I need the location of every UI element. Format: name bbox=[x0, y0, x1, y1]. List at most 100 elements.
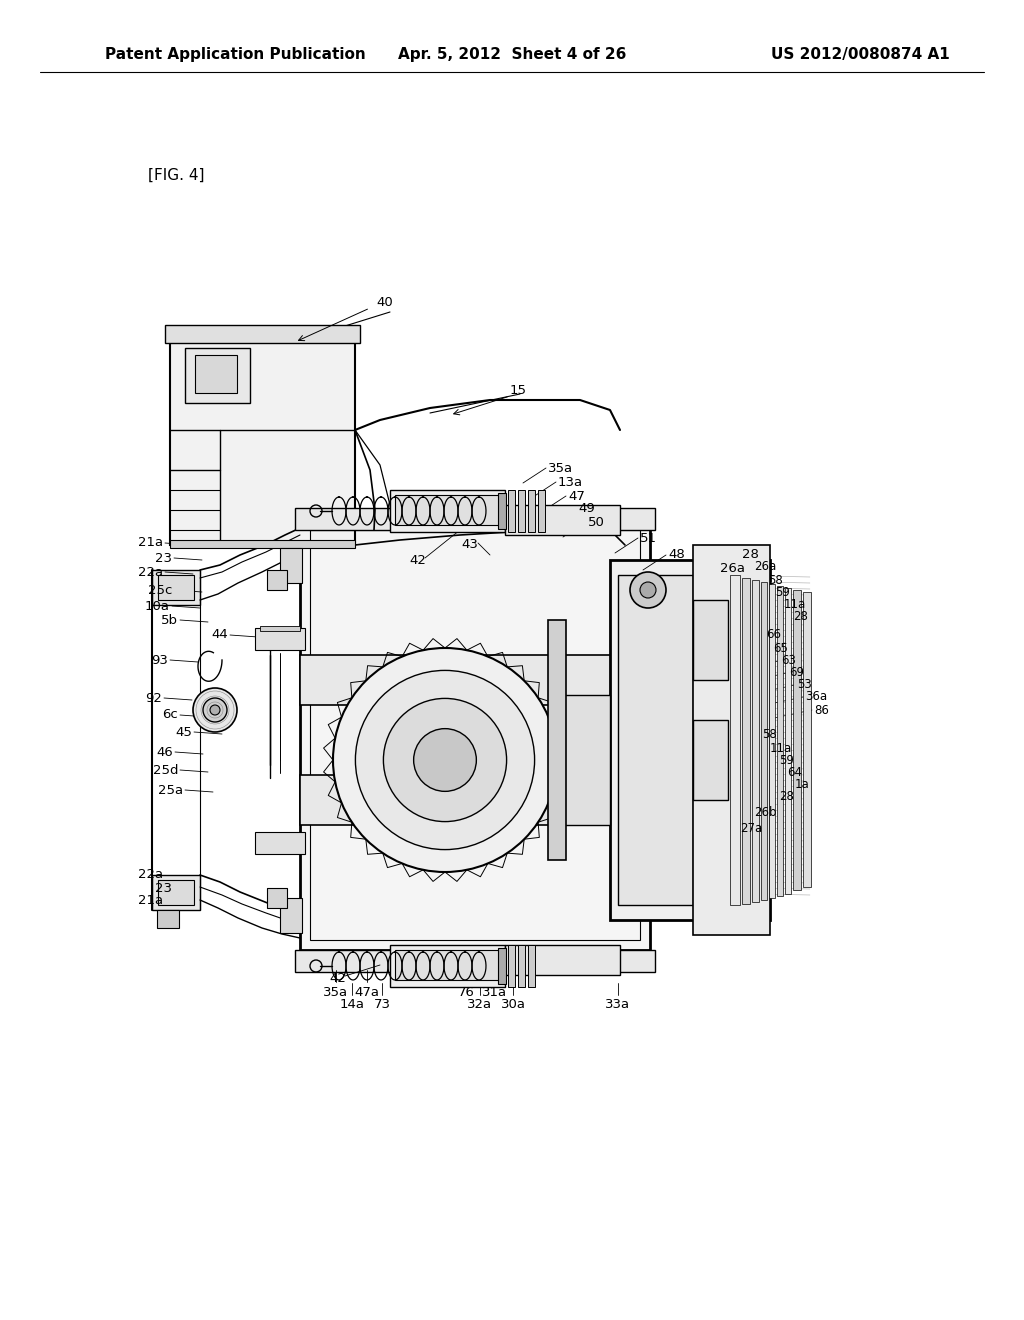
Text: Patent Application Publication: Patent Application Publication bbox=[105, 48, 366, 62]
Text: 42: 42 bbox=[410, 553, 426, 566]
Bar bbox=[280, 548, 302, 583]
Bar bbox=[508, 490, 515, 532]
Text: 28: 28 bbox=[793, 610, 808, 623]
Text: 30a: 30a bbox=[501, 998, 525, 1011]
Bar bbox=[280, 898, 302, 933]
Text: 47: 47 bbox=[568, 490, 585, 503]
Bar bbox=[300, 775, 660, 825]
Bar bbox=[165, 325, 360, 343]
Text: 36a: 36a bbox=[805, 690, 827, 704]
Text: [FIG. 4]: [FIG. 4] bbox=[148, 168, 205, 182]
Bar bbox=[752, 579, 759, 902]
Bar bbox=[793, 590, 801, 890]
Text: 86: 86 bbox=[814, 704, 828, 717]
Text: 59: 59 bbox=[775, 586, 790, 598]
Text: 11a: 11a bbox=[784, 598, 806, 610]
Bar bbox=[505, 506, 620, 535]
Bar bbox=[528, 945, 535, 987]
Circle shape bbox=[414, 729, 476, 792]
Bar bbox=[610, 560, 770, 920]
Text: 26b: 26b bbox=[754, 805, 776, 818]
Bar bbox=[761, 582, 767, 900]
Bar bbox=[742, 578, 750, 904]
Bar bbox=[555, 696, 610, 825]
Circle shape bbox=[193, 688, 237, 733]
Bar bbox=[157, 909, 179, 928]
Text: 76: 76 bbox=[458, 986, 474, 998]
Circle shape bbox=[383, 698, 507, 821]
Text: 42: 42 bbox=[330, 972, 346, 985]
Text: 51: 51 bbox=[640, 532, 657, 544]
Text: 23: 23 bbox=[155, 882, 172, 895]
Bar bbox=[152, 875, 200, 909]
Text: 47a: 47a bbox=[354, 986, 380, 998]
Text: 44: 44 bbox=[211, 628, 228, 642]
Bar bbox=[769, 583, 775, 898]
Text: 13a: 13a bbox=[558, 475, 583, 488]
Text: 53: 53 bbox=[797, 678, 812, 692]
Bar bbox=[498, 948, 506, 983]
Bar bbox=[777, 586, 783, 896]
Text: 49: 49 bbox=[578, 503, 595, 516]
Bar bbox=[390, 490, 505, 532]
Text: 58: 58 bbox=[762, 729, 777, 742]
Bar bbox=[195, 355, 237, 393]
Bar bbox=[267, 888, 287, 908]
Bar bbox=[310, 531, 640, 940]
Bar bbox=[505, 945, 620, 975]
Text: 25c: 25c bbox=[147, 583, 172, 597]
Text: 92: 92 bbox=[145, 692, 162, 705]
Bar bbox=[803, 591, 811, 887]
Text: 26a: 26a bbox=[720, 561, 745, 574]
Text: US 2012/0080874 A1: US 2012/0080874 A1 bbox=[771, 48, 950, 62]
Text: 14a: 14a bbox=[340, 998, 365, 1011]
Bar bbox=[508, 945, 515, 987]
Text: 23: 23 bbox=[155, 552, 172, 565]
Circle shape bbox=[355, 671, 535, 850]
Text: 50: 50 bbox=[588, 516, 605, 528]
Text: 45: 45 bbox=[175, 726, 193, 738]
Bar bbox=[538, 490, 545, 532]
Text: 43: 43 bbox=[462, 539, 478, 552]
Text: 40: 40 bbox=[377, 296, 393, 309]
Text: 58: 58 bbox=[768, 573, 782, 586]
Text: 5b: 5b bbox=[161, 614, 178, 627]
Circle shape bbox=[630, 572, 666, 609]
Bar bbox=[618, 576, 693, 906]
Text: 65: 65 bbox=[773, 642, 787, 655]
Text: 10a: 10a bbox=[145, 599, 170, 612]
Text: 46: 46 bbox=[157, 746, 173, 759]
Text: 93: 93 bbox=[152, 653, 168, 667]
Text: 22a: 22a bbox=[138, 869, 163, 882]
Bar bbox=[170, 540, 355, 548]
Bar bbox=[518, 490, 525, 532]
Circle shape bbox=[203, 698, 227, 722]
Text: 11a: 11a bbox=[770, 742, 793, 755]
Bar bbox=[693, 719, 728, 800]
Bar bbox=[395, 950, 500, 979]
Bar bbox=[295, 950, 655, 972]
Bar bbox=[260, 626, 300, 631]
Text: 26a: 26a bbox=[754, 561, 776, 573]
Bar bbox=[152, 570, 200, 605]
Circle shape bbox=[640, 582, 656, 598]
Text: 32a: 32a bbox=[467, 998, 493, 1011]
Bar bbox=[158, 576, 194, 601]
Text: 35a: 35a bbox=[324, 986, 348, 998]
Text: 28: 28 bbox=[742, 549, 759, 561]
Text: 33a: 33a bbox=[605, 998, 631, 1011]
Text: 31a: 31a bbox=[482, 986, 508, 998]
Bar bbox=[170, 330, 355, 545]
Text: 59: 59 bbox=[779, 754, 794, 767]
Text: 25a: 25a bbox=[158, 784, 183, 796]
Bar bbox=[498, 492, 506, 529]
Bar bbox=[548, 620, 566, 861]
Circle shape bbox=[210, 705, 220, 715]
Text: Apr. 5, 2012  Sheet 4 of 26: Apr. 5, 2012 Sheet 4 of 26 bbox=[397, 48, 627, 62]
Text: 28: 28 bbox=[779, 789, 794, 803]
Bar bbox=[255, 628, 305, 649]
Text: 21a: 21a bbox=[138, 894, 163, 907]
Bar bbox=[693, 601, 728, 680]
Bar bbox=[785, 587, 791, 894]
Text: 15: 15 bbox=[510, 384, 526, 396]
